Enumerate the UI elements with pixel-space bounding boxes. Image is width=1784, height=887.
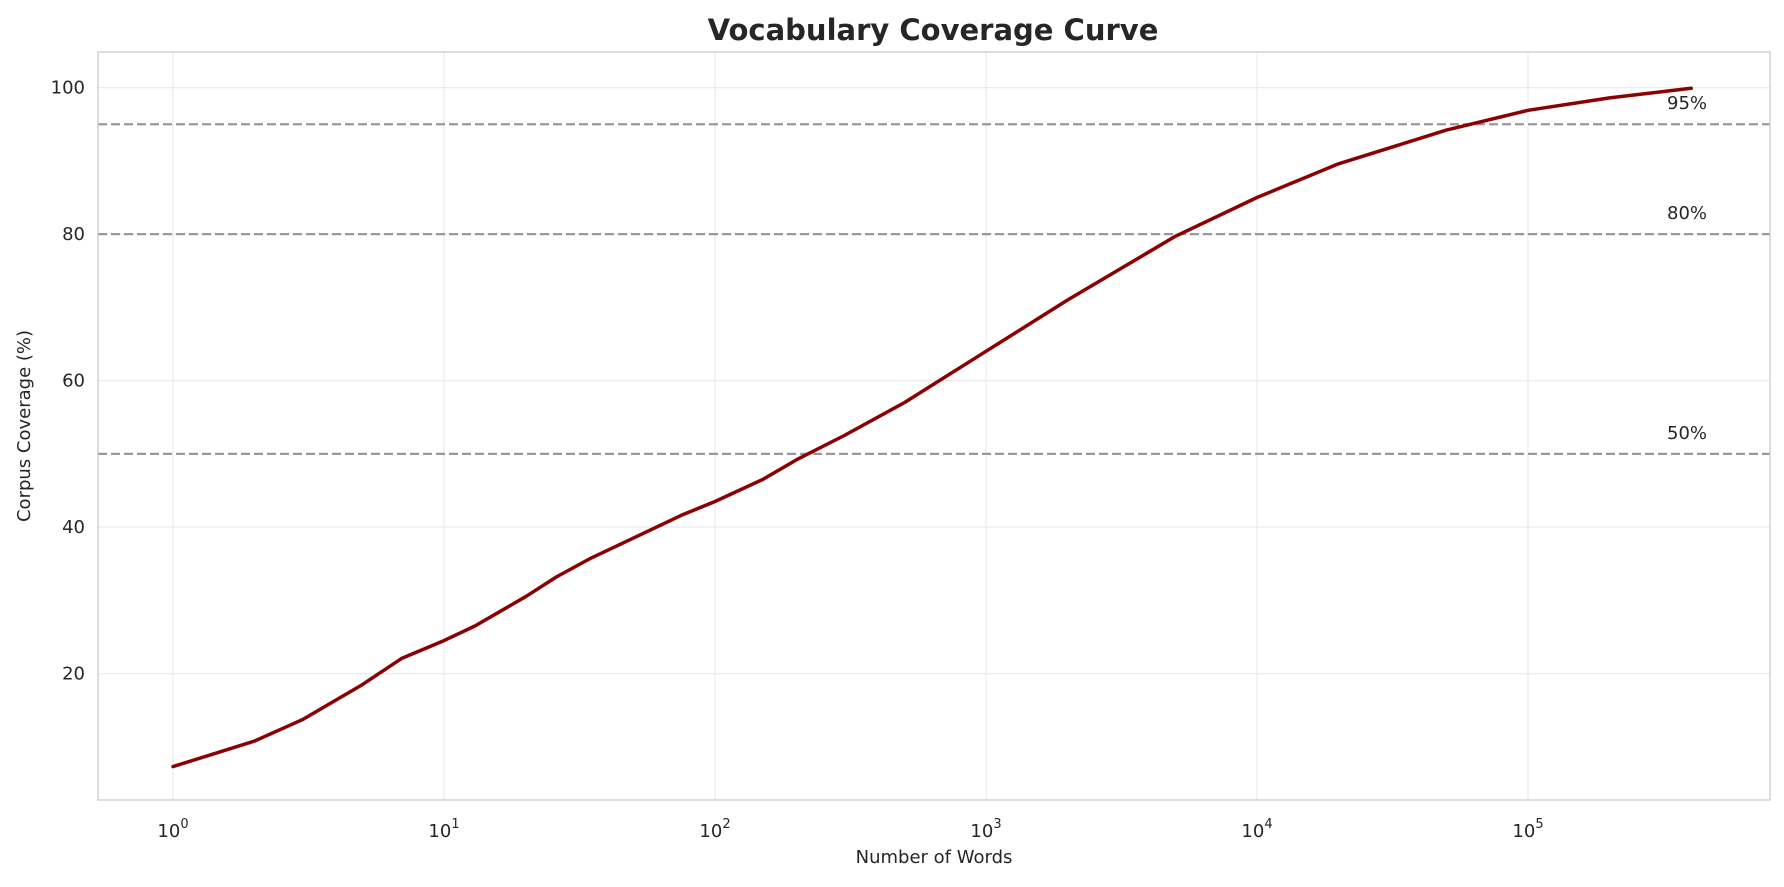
reference-label: 95%: [1667, 93, 1707, 114]
y-tick-label: 80: [62, 224, 85, 245]
x-tick-label: 100: [157, 817, 188, 842]
x-tick-label: 103: [970, 817, 1001, 842]
chart-title: Vocabulary Coverage Curve: [708, 13, 1159, 47]
reference-lines: 95% 80% 50%: [98, 93, 1770, 456]
y-tick-label: 60: [62, 371, 85, 392]
grid: [98, 52, 1770, 800]
reference-label: 80%: [1667, 203, 1707, 224]
y-tick-label: 20: [62, 664, 85, 685]
x-tick-label: 105: [1512, 817, 1543, 842]
x-tick-label: 102: [699, 817, 730, 842]
y-tick-label: 40: [62, 517, 85, 538]
x-ticks: 100 101 102 103 104 105: [157, 817, 1543, 842]
y-tick-label: 100: [51, 78, 85, 99]
coverage-line: [171, 86, 1693, 769]
y-ticks: 20 40 60 80 100: [51, 78, 85, 685]
reference-label: 50%: [1667, 423, 1707, 444]
x-axis-label: Number of Words: [856, 847, 1013, 868]
series: [171, 86, 1693, 769]
plot-frame: [97, 51, 1771, 801]
x-tick-label: 104: [1241, 817, 1272, 842]
y-axis-label: Corpus Coverage (%): [14, 330, 35, 522]
x-tick-label: 101: [428, 817, 459, 842]
